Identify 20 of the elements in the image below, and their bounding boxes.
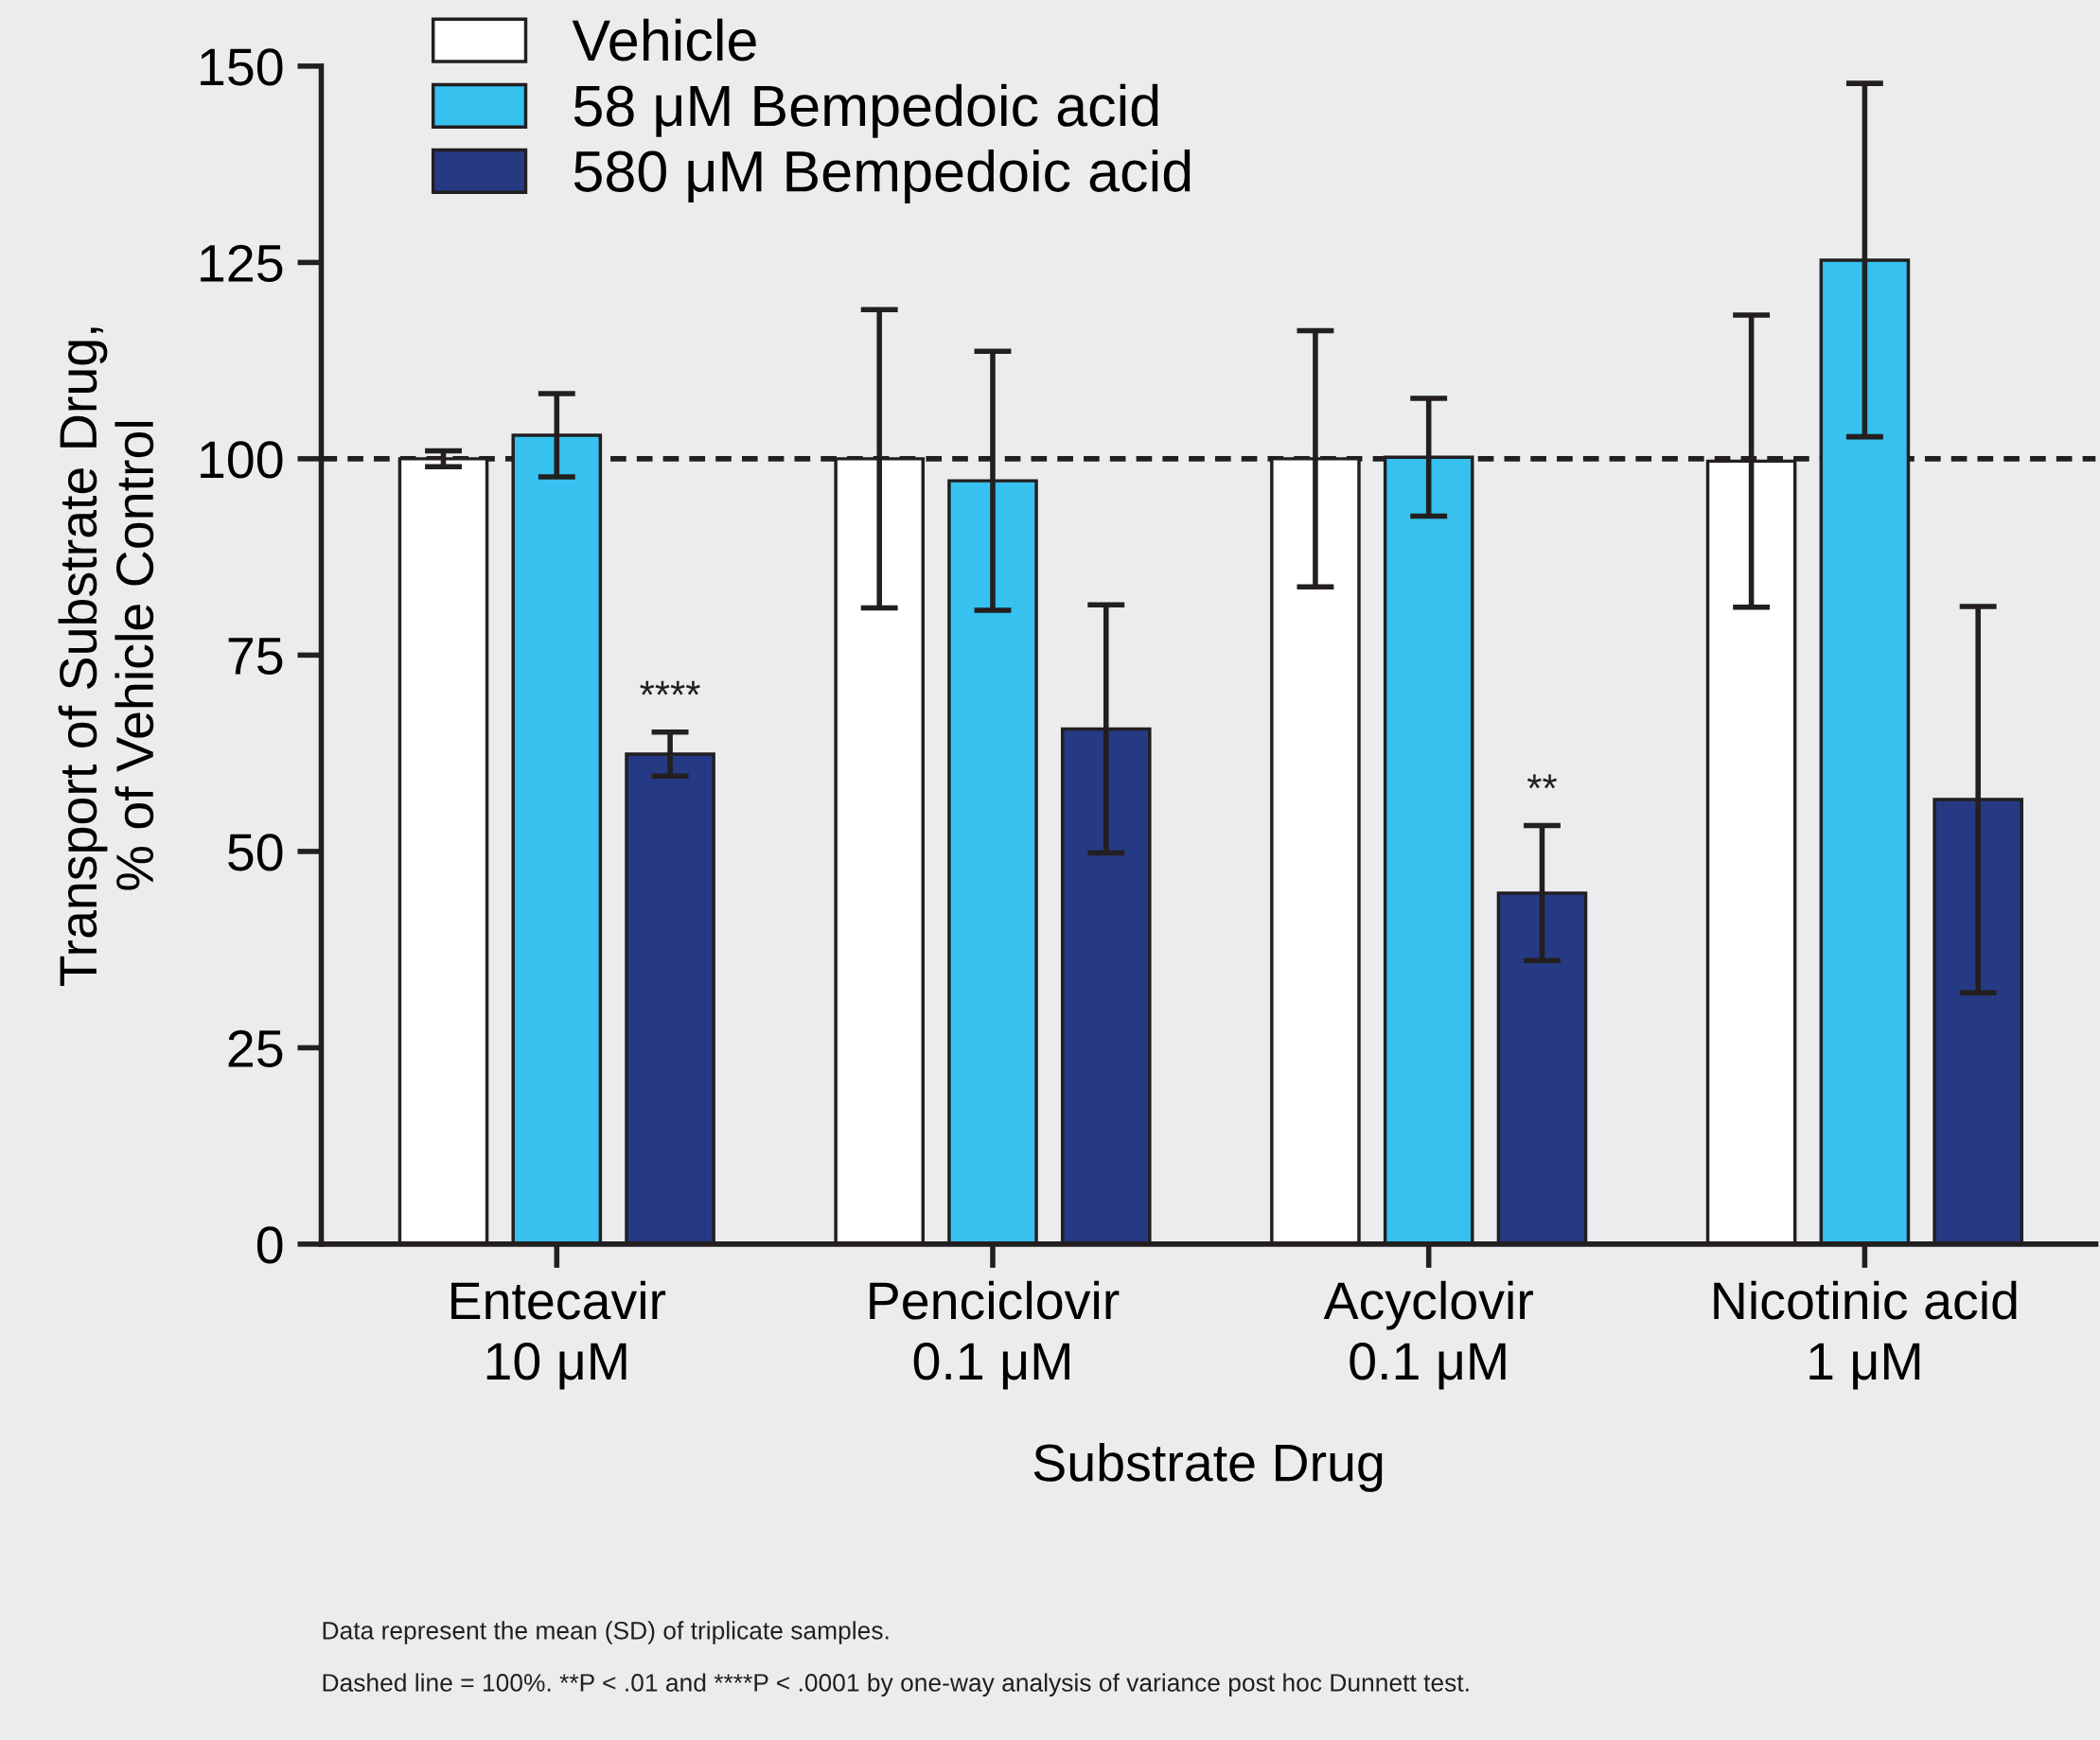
- legend-label: 58 μM Bempedoic acid: [574, 83, 1158, 138]
- legend-label: 580 μM Bempedoic acid: [574, 149, 1191, 203]
- y-tick-label: 25: [228, 1029, 283, 1068]
- text: Dashed line = 100%. **P < .01 and ****P < .0001 by one-way analysis of variance post hoc Dunnett test.: [323, 1673, 1469, 1697]
- data-label: **: [1526, 774, 1558, 789]
- data-label: ****: [640, 680, 700, 695]
- y-tick-label: 50: [228, 834, 283, 871]
- x-tick-label: Nicotinic acid 1 μM: [1714, 1280, 2017, 1390]
- x-tick-label: Entecavir 10 μM: [451, 1280, 666, 1390]
- y-axis-title: Transport of Substrate Drug, % of Vehicle Control: [58, 327, 154, 987]
- y-tick-label: 150: [201, 48, 283, 86]
- legend-label: Vehicle: [572, 18, 756, 62]
- text: Data represent the mean (SD) of triplicate samples.: [323, 1621, 889, 1644]
- x-tick-label: Acyclovir 0.1 μM: [1323, 1280, 1533, 1390]
- x-axis-title: Substrate Drug: [1033, 1442, 1383, 1492]
- x-tick-label: Penciclovir 0.1 μM: [870, 1280, 1120, 1390]
- y-tick-label: 125: [201, 244, 283, 283]
- y-tick-label: 100: [201, 441, 283, 479]
- y-tick-label: 0: [256, 1226, 283, 1264]
- y-tick-label: 75: [228, 638, 283, 676]
